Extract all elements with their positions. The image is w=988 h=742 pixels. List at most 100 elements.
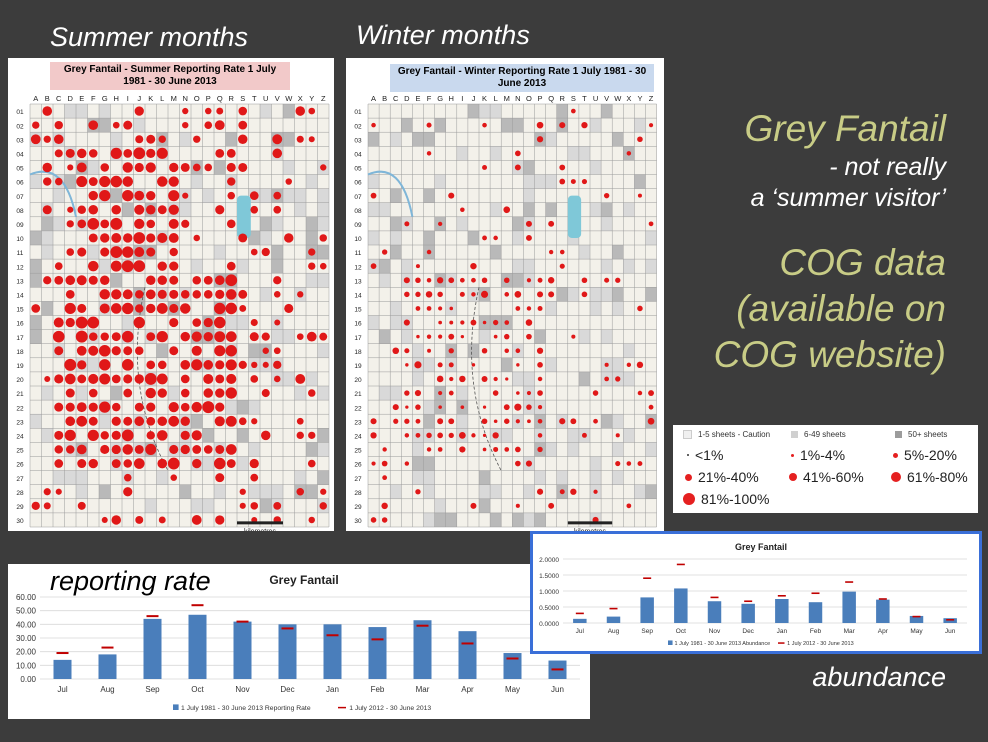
- bar: [323, 624, 342, 679]
- map-rate-dot: [536, 121, 544, 129]
- map-rate-dot: [405, 405, 409, 409]
- map-rate-dot: [112, 402, 121, 412]
- map-sheet-cell: [214, 160, 226, 175]
- map-rate-dot: [459, 277, 465, 283]
- map-sheet-cell: [390, 301, 402, 316]
- map-sheet-cell: [567, 428, 579, 443]
- map-rate-dot: [88, 204, 99, 215]
- map-rate-dot: [437, 432, 443, 439]
- map-rate-dot: [134, 402, 144, 412]
- map-rate-dot: [53, 134, 64, 145]
- map-rate-dot: [156, 303, 168, 314]
- map-rate-dot: [570, 179, 576, 185]
- map-rate-dot: [319, 502, 327, 510]
- map-rate-dot: [54, 346, 64, 356]
- map-rate-dot: [514, 403, 522, 411]
- map-sheet-cell: [225, 400, 237, 415]
- map-rate-dot: [191, 331, 202, 342]
- map-rate-dot: [381, 460, 388, 467]
- map-sheet-cell: [634, 118, 646, 133]
- map-rate-dot: [169, 444, 179, 455]
- map-row-label: 19: [16, 363, 24, 370]
- x-tick-label: May: [910, 628, 923, 635]
- map-rate-dot: [239, 488, 246, 495]
- map-column-label: L: [494, 94, 498, 103]
- map-rate-dot: [146, 360, 156, 370]
- map-rate-dot: [111, 346, 121, 356]
- map-rate-dot: [205, 107, 212, 115]
- map-rate-dot: [481, 277, 488, 284]
- map-sheet-cell: [534, 329, 546, 344]
- map-rate-dot: [414, 389, 422, 397]
- map-sheet-cell: [645, 442, 657, 457]
- map-sheet-cell: [237, 259, 249, 274]
- map-column-label: K: [482, 94, 487, 103]
- map-rate-dot: [76, 415, 88, 427]
- map-rate-dot: [42, 205, 52, 215]
- map-sheet-cell: [412, 456, 424, 471]
- map-row-label: 24: [354, 433, 362, 440]
- map-rate-dot: [146, 205, 156, 215]
- map-rate-dot: [43, 488, 51, 496]
- map-rate-dot: [203, 360, 214, 370]
- map-rate-dot: [122, 176, 134, 187]
- map-rate-dot: [504, 333, 510, 340]
- legend-rate-5: 41%-60%: [789, 469, 864, 485]
- map-rate-dot: [504, 418, 510, 424]
- map-rate-dot: [537, 305, 543, 311]
- map-rate-dot: [100, 332, 109, 341]
- map-rate-dot: [637, 390, 643, 396]
- map-sheet-cell: [601, 287, 613, 302]
- map-rate-dot: [559, 263, 565, 269]
- map-column-label: J: [472, 94, 476, 103]
- map-rate-dot: [146, 416, 156, 426]
- map-rate-dot: [42, 162, 53, 173]
- map-rate-dot: [426, 151, 432, 156]
- bar: [674, 588, 688, 623]
- map-rate-dot: [203, 445, 213, 454]
- map-column-label: H: [449, 94, 454, 103]
- map-sheet-cell: [283, 371, 295, 386]
- map-rate-dot: [88, 345, 99, 356]
- bar: [909, 615, 924, 623]
- map-row-label: 27: [354, 476, 362, 483]
- map-rate-dot: [250, 248, 258, 256]
- map-sheet-cell: [145, 498, 157, 513]
- map-rate-dot: [238, 162, 248, 172]
- map-rate-dot: [169, 303, 179, 313]
- map-rate-dot: [87, 429, 99, 441]
- map-sheet-cell: [623, 343, 635, 358]
- map-sheet-cell: [248, 484, 260, 499]
- map-rate-dot: [459, 375, 466, 383]
- map-rate-dot: [134, 190, 145, 201]
- map-rate-dot: [133, 147, 146, 160]
- map-rate-dot: [525, 220, 532, 227]
- map-rate-dot: [460, 405, 465, 409]
- map-sheet-cell: [590, 301, 602, 316]
- map-sheet-cell: [590, 160, 602, 175]
- map-rate-dot: [54, 120, 63, 130]
- map-sheet-cell: [523, 512, 535, 527]
- map-sheet-cell: [368, 230, 380, 245]
- map-rate-dot: [458, 431, 466, 439]
- map-sheet-cell: [202, 188, 214, 203]
- map-rate-dot: [180, 388, 190, 398]
- map-row-label: 10: [354, 236, 362, 243]
- map-rate-dot: [320, 164, 327, 171]
- map-column-label: Q: [217, 94, 223, 103]
- map-rate-dot: [426, 334, 432, 339]
- map-rate-dot: [157, 360, 167, 370]
- map-rate-dot: [537, 362, 543, 368]
- map-rate-dot: [526, 306, 532, 311]
- map-rate-dot: [593, 418, 598, 424]
- map-rate-dot: [146, 332, 156, 342]
- map-row-label: 15: [16, 307, 24, 314]
- map-rate-dot: [169, 247, 178, 257]
- bar: [640, 597, 654, 623]
- map-sheet-cell: [306, 230, 318, 245]
- chart-title: Grey Fantail: [735, 542, 787, 552]
- map-sheet-cell: [191, 174, 203, 189]
- map-row-label: 06: [16, 180, 24, 187]
- map-sheet-cell: [601, 202, 613, 217]
- x-tick-label: Nov: [235, 685, 249, 694]
